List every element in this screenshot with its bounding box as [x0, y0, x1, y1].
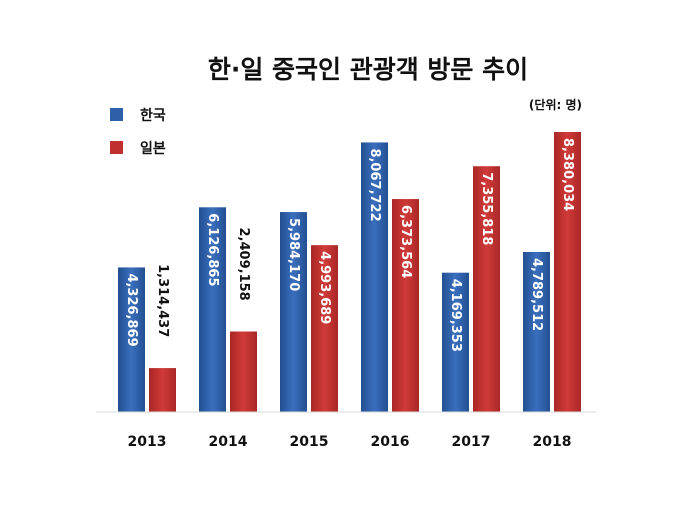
data-label-japan-2015: 4,993,689	[317, 251, 332, 324]
data-label-japan-2017: 7,355,818	[479, 172, 494, 245]
bar-japan-2017	[473, 166, 500, 412]
x-tick-2016: 2016	[371, 434, 410, 450]
legend-swatch-korea	[110, 108, 123, 121]
data-label-korea-2014: 6,126,865	[205, 213, 220, 286]
legend-swatch-japan	[110, 141, 123, 154]
legend-label-japan: 일본	[140, 141, 166, 157]
legend-label-korea: 한국	[140, 108, 166, 124]
data-label-korea-2016: 8,067,722	[367, 148, 382, 221]
data-label-japan-2018: 8,380,034	[560, 138, 575, 211]
bar-korea-2016	[361, 142, 388, 412]
x-tick-2015: 2015	[290, 434, 329, 450]
chart-title: 한·일 중국인 관광객 방문 추이	[208, 55, 528, 84]
bar-japan-2016	[392, 199, 419, 412]
unit-label: (단위: 명)	[529, 97, 582, 112]
bar-korea-2014	[199, 207, 226, 412]
bar-japan-2015	[311, 245, 338, 412]
bar-korea-2018	[523, 251, 550, 412]
data-label-korea-2018: 4,789,512	[529, 258, 544, 331]
x-tick-2013: 2013	[128, 434, 167, 450]
bar-korea-2015	[280, 212, 307, 412]
x-tick-2018: 2018	[533, 434, 572, 450]
bar-japan-2013	[149, 368, 176, 412]
bar-japan-2014	[230, 331, 257, 412]
bar-japan-2018	[554, 132, 581, 412]
x-ticks: 2013 2014 2015 2016 2017 2018	[128, 434, 572, 450]
bar-korea-2017	[442, 272, 469, 412]
legend: 한국 일본	[110, 108, 166, 157]
data-label-japan-2014: 2,409,158	[236, 228, 251, 301]
data-label-japan-2013: 1,314,437	[155, 264, 170, 337]
data-label-korea-2015: 5,984,170	[286, 218, 301, 291]
data-label-korea-2013: 4,326,869	[124, 273, 139, 346]
x-tick-2017: 2017	[452, 434, 491, 450]
data-label-japan-2016: 6,373,564	[398, 205, 413, 278]
bar-korea-2013	[118, 267, 145, 412]
data-label-korea-2017: 4,169,353	[448, 279, 463, 352]
bars: 4,326,869 1,314,437 6,126,865 2,409,158 5,98…	[118, 132, 581, 412]
x-tick-2014: 2014	[209, 434, 248, 450]
